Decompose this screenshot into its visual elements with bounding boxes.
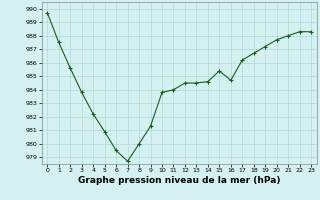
X-axis label: Graphe pression niveau de la mer (hPa): Graphe pression niveau de la mer (hPa): [78, 176, 280, 185]
